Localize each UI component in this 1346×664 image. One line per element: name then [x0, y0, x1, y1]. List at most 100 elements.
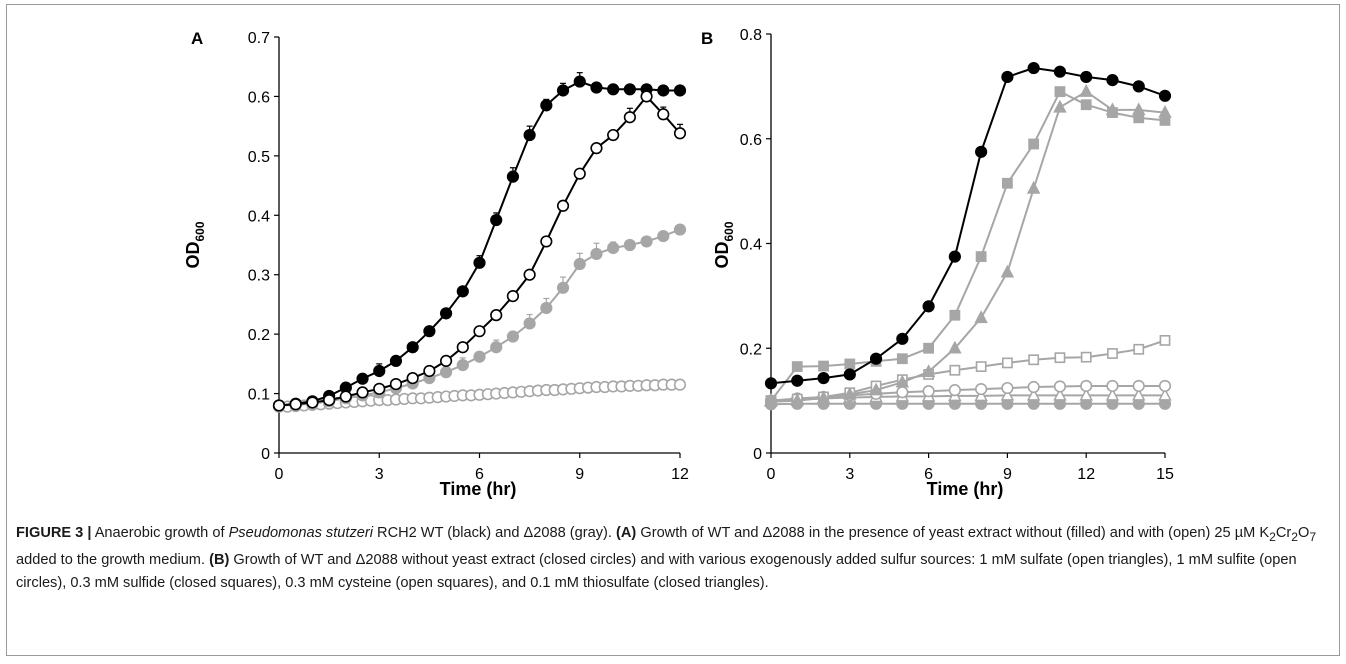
- data-point: [490, 341, 503, 354]
- y-tick-label: 0.1: [248, 387, 270, 404]
- data-point: [1001, 177, 1013, 189]
- data-point: [523, 268, 536, 281]
- data-point: [1080, 351, 1092, 363]
- y-tick-label: 0: [753, 446, 762, 463]
- data-point: [764, 377, 778, 390]
- data-point: [640, 235, 653, 248]
- data-point: [974, 310, 988, 324]
- y-axis-label-main: OD: [183, 242, 203, 269]
- data-point: [439, 307, 453, 320]
- data-point: [816, 390, 831, 404]
- data-point: [1107, 348, 1118, 359]
- data-point: [540, 99, 553, 112]
- data-point: [817, 372, 830, 385]
- series-6: [764, 83, 1172, 407]
- data-point: [640, 90, 653, 103]
- data-point: [1080, 379, 1093, 393]
- y-axis-label-subscript: 600: [193, 221, 207, 241]
- x-tick-label: 3: [845, 466, 854, 483]
- data-point: [923, 342, 934, 354]
- data-point: [473, 256, 486, 269]
- series-7: [764, 61, 1172, 390]
- data-point: [1106, 379, 1119, 393]
- data-point: [490, 309, 503, 322]
- y-tick-label: 0.2: [740, 341, 762, 358]
- y-tick-label: 0.5: [248, 149, 270, 166]
- data-point: [473, 350, 486, 363]
- caption-text: added to the growth medium.: [16, 551, 210, 568]
- data-point: [573, 75, 586, 88]
- data-point: [339, 390, 352, 403]
- data-point: [1053, 65, 1067, 78]
- data-point: [1105, 102, 1120, 116]
- data-point: [1131, 387, 1146, 401]
- y-tick-label: 0: [261, 446, 270, 463]
- data-point: [406, 372, 419, 385]
- data-point: [590, 81, 603, 94]
- data-point: [623, 238, 636, 252]
- data-point: [1132, 80, 1145, 93]
- data-point: [922, 300, 935, 313]
- data-point: [389, 354, 403, 367]
- data-point: [373, 382, 386, 395]
- data-point: [869, 382, 883, 396]
- data-point: [1000, 387, 1015, 401]
- data-point: [1001, 70, 1014, 84]
- data-point: [623, 83, 636, 96]
- data-point: [1080, 99, 1092, 111]
- data-point: [869, 352, 883, 365]
- x-tick-label: 15: [1156, 466, 1174, 483]
- caption-figure-label: FIGURE 3 |: [16, 525, 92, 541]
- series-line: [770, 67, 1166, 385]
- data-point: [1132, 379, 1145, 393]
- y-axis-label: OD600: [183, 221, 207, 268]
- data-point: [673, 84, 687, 97]
- data-point: [473, 325, 486, 338]
- data-point: [423, 325, 436, 338]
- data-point: [791, 374, 804, 387]
- data-point: [975, 251, 987, 262]
- data-point: [389, 377, 403, 391]
- data-point: [764, 394, 778, 407]
- data-point: [1079, 83, 1093, 97]
- data-point: [948, 250, 961, 263]
- panel-a-chart: 0 0.1 0.2 0.3 0.4 0.5 0.6 0.7 0 3 6 9 12 A Time (hr) OD…: [183, 29, 689, 499]
- data-point: [975, 383, 988, 396]
- series-line: [770, 90, 1166, 403]
- data-point: [1158, 387, 1172, 401]
- data-point: [1054, 86, 1066, 98]
- data-point: [439, 366, 453, 379]
- y-tick-label: 0.4: [740, 237, 762, 254]
- data-point: [272, 399, 286, 412]
- data-point: [1158, 379, 1172, 393]
- data-point: [843, 368, 856, 381]
- figure-frame: 0 0.1 0.2 0.3 0.4 0.5 0.6 0.7 0 3 6 9 12 A Time (hr) OD…: [6, 4, 1340, 656]
- y-tick-label: 0.4: [248, 208, 270, 225]
- data-point: [975, 361, 987, 372]
- data-point: [523, 317, 536, 330]
- data-point: [1054, 352, 1066, 364]
- caption-organism: Pseudomonas stutzeri: [228, 525, 373, 541]
- data-point: [1159, 334, 1171, 346]
- data-point: [673, 378, 687, 391]
- data-point: [607, 241, 620, 255]
- data-point: [657, 108, 670, 121]
- x-tick-label: 6: [924, 466, 933, 483]
- data-point: [790, 393, 805, 406]
- data-point: [1001, 357, 1013, 369]
- x-axis-label: Time (hr): [440, 479, 517, 499]
- panel-b-chart: 0 0.2 0.4 0.6 0.8 0 3 6 9 12 15 B Time (hr) OD600: [701, 27, 1174, 499]
- data-point: [818, 360, 829, 372]
- x-tick-label: 12: [1077, 466, 1095, 483]
- x-tick-label: 0: [767, 466, 776, 483]
- x-tick-label: 12: [671, 466, 689, 483]
- y-tick-label: 0.2: [248, 327, 270, 344]
- data-point: [791, 361, 803, 372]
- y-axis-label: OD600: [712, 221, 736, 268]
- data-point: [922, 385, 935, 398]
- data-point: [673, 223, 687, 236]
- data-point: [356, 372, 369, 385]
- data-point: [540, 235, 553, 248]
- data-point: [1026, 387, 1041, 401]
- data-point: [323, 394, 336, 407]
